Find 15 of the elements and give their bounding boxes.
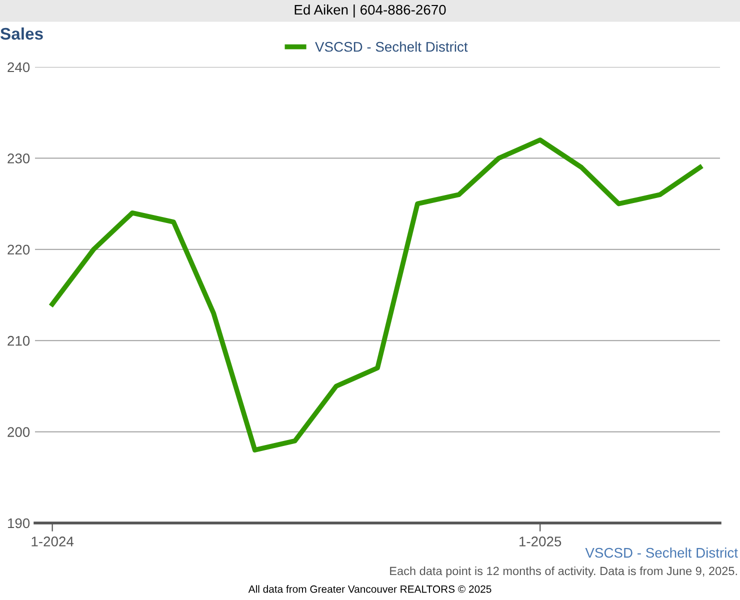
chart-title: Sales [0, 27, 43, 40]
y-tick-label: 210 [8, 336, 30, 346]
y-tick-label: 220 [8, 244, 30, 255]
text: VSCSD - Sechelt District [585, 548, 738, 558]
text: Ed Aiken | 604-886-2670 [294, 4, 446, 18]
line-series [50, 138, 702, 452]
y-tick-label: 190 [8, 518, 30, 528]
text: Each data point is 12 months of activity. Data is from June 9, 2025. [390, 566, 737, 578]
x-tick-label: 1-2024 [32, 536, 74, 546]
x-tick-label: 1-2025 [520, 536, 562, 546]
y-tick-label: 240 [8, 62, 30, 72]
text: All data from Greater Vancouver REALTORS © 2025 [248, 585, 492, 593]
legend-label: VSCSD - Sechelt District [315, 42, 468, 52]
y-tick-label: 230 [8, 154, 30, 164]
y-tick-label: 200 [8, 427, 30, 437]
